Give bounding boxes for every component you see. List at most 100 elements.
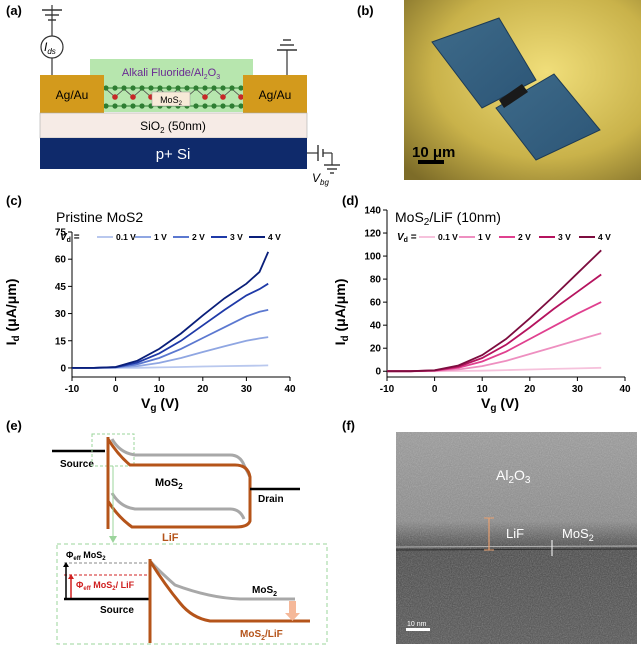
legend-entry: 2 V (192, 232, 205, 242)
chart-c-xlabel: Vg (V) (141, 395, 179, 414)
y-tick-label: 0 (60, 363, 66, 374)
x-tick-label: 10 (154, 384, 166, 395)
x-tick-label: 40 (619, 384, 631, 395)
y-tick-label: 0 (375, 367, 381, 378)
x-tick-label: 20 (197, 384, 209, 395)
molybdenum-atom (220, 94, 226, 100)
source-zoom-label: Source (100, 605, 134, 616)
sulfur-atom-top (121, 85, 127, 91)
substrate-label: p+ Si (156, 146, 191, 163)
sulfur-atom-top (157, 85, 163, 91)
legend-entry: 3 V (230, 232, 243, 242)
chart-lif: MoS2/LiF (10nm) Vd = 0.1 V 1 V 2 V 3 V 4 V -… (332, 206, 631, 415)
series-line-3V (72, 282, 269, 369)
chart-d-xlabel: Vg (V) (481, 395, 519, 414)
sulfur-atom-bottom (238, 103, 244, 109)
contact-left-label: Ag/Au (56, 88, 89, 102)
chart-c-title: Pristine MoS2 (56, 209, 143, 225)
series-line-2V (72, 309, 269, 369)
sulfur-atom-top (193, 85, 199, 91)
optical-micrograph: 10 μm (404, 0, 641, 180)
lif-vb-top (106, 485, 252, 529)
mos2lif-zoom-label: MoS2/LiF (240, 629, 283, 642)
panel-label-c: (c) (6, 193, 22, 208)
lif-band-zoom (148, 559, 310, 643)
series-line-4V (387, 249, 602, 373)
molybdenum-atom (202, 94, 208, 100)
band-diagram: Source Drain MoS2 LiF Φeff MoS2 Φeff MoS… (52, 433, 328, 645)
sulfur-atom-top (166, 85, 172, 91)
sulfur-atom-top (229, 85, 235, 91)
mos2-top-label: MoS2 (155, 477, 183, 491)
ids-label: Ids (44, 40, 56, 56)
x-tick-label: 0 (432, 384, 438, 395)
series-line-2V (387, 301, 602, 373)
sulfur-atom-bottom (193, 103, 199, 109)
mos2-cb-top (110, 438, 252, 478)
sulfur-atom-top (175, 85, 181, 91)
scale-bar-b (418, 160, 444, 164)
sulfur-atom-top (148, 85, 154, 91)
al2o3-label: Al2O3 (496, 467, 531, 486)
drain-label: Drain (258, 494, 284, 505)
phi-lif-label: Φeff MoS2/ LiF (76, 580, 135, 592)
sulfur-atom-bottom (139, 103, 145, 109)
flake-upper (431, 17, 537, 109)
si-substrate (40, 138, 307, 169)
x-tick-label: 10 (477, 384, 489, 395)
legend-entry: 0.1 V (438, 232, 458, 242)
legend-entry: 3 V (558, 232, 571, 242)
panel-label-e: (e) (6, 418, 22, 433)
lif-label: LiF (506, 526, 524, 541)
y-tick-label: 45 (55, 282, 67, 293)
sio2-layer (39, 112, 308, 139)
scalebar-b-label: 10 μm (412, 144, 455, 161)
x-tick-label: 30 (241, 384, 253, 395)
sulfur-atom-bottom (121, 103, 127, 109)
y-tick-label: 20 (370, 344, 382, 355)
sulfur-atom-top (139, 85, 145, 91)
legend-entry: 1 V (478, 232, 491, 242)
legend-entry: 4 V (268, 232, 281, 242)
y-tick-label: 30 (55, 309, 67, 320)
y-tick-label: 140 (364, 206, 381, 217)
gap-channel (499, 84, 528, 108)
mos2-band-zoom (148, 560, 295, 601)
sulfur-atom-bottom (211, 103, 217, 109)
mos2-lattice-line (396, 545, 637, 548)
y-tick-label: 75 (55, 228, 67, 239)
chart-c-legend-prefix: Vd = (60, 232, 80, 244)
x-tick-label: 30 (572, 384, 584, 395)
y-tick-label: 100 (364, 252, 381, 263)
sulfur-atom-top (238, 85, 244, 91)
x-tick-label: -10 (65, 384, 80, 395)
y-tick-label: 60 (370, 298, 382, 309)
sulfur-atom-bottom (103, 103, 109, 109)
sulfur-atom-bottom (229, 103, 235, 109)
sulfur-atom-top (202, 85, 208, 91)
oxide-label: SiO2 (50nm) (140, 119, 206, 135)
mos2-vb-top (110, 492, 246, 520)
drain-contact (243, 75, 307, 113)
panel-label-a: (a) (6, 3, 22, 18)
mos2-zoom-label: MoS2 (252, 585, 277, 598)
y-tick-label: 60 (55, 255, 67, 266)
chart-d-title: MoS2/LiF (10nm) (395, 209, 501, 228)
legend-entry: 0.1 V (116, 232, 136, 242)
channel-label: MoS2 (160, 95, 183, 107)
sulfur-atom-top (220, 85, 226, 91)
x-tick-label: 40 (284, 384, 296, 395)
x-tick-label: -10 (380, 384, 395, 395)
lif-top-label: LiF (162, 532, 179, 544)
sulfur-atom-top (211, 85, 217, 91)
chart-c-ylabel: Id (μA/μm) (3, 279, 22, 346)
scalebar-f-label: 10 nm (407, 621, 427, 628)
mos2-label: MoS2 (562, 526, 594, 543)
sulfur-atom-top (112, 85, 118, 91)
panel-label-b: (b) (357, 3, 374, 18)
y-tick-label: 80 (370, 275, 382, 286)
shift-arrow-body (289, 601, 296, 613)
phi-mos2-label: Φeff MoS2 (66, 550, 106, 562)
sulfur-atom-bottom (130, 103, 136, 109)
legend-entry: 1 V (154, 232, 167, 242)
